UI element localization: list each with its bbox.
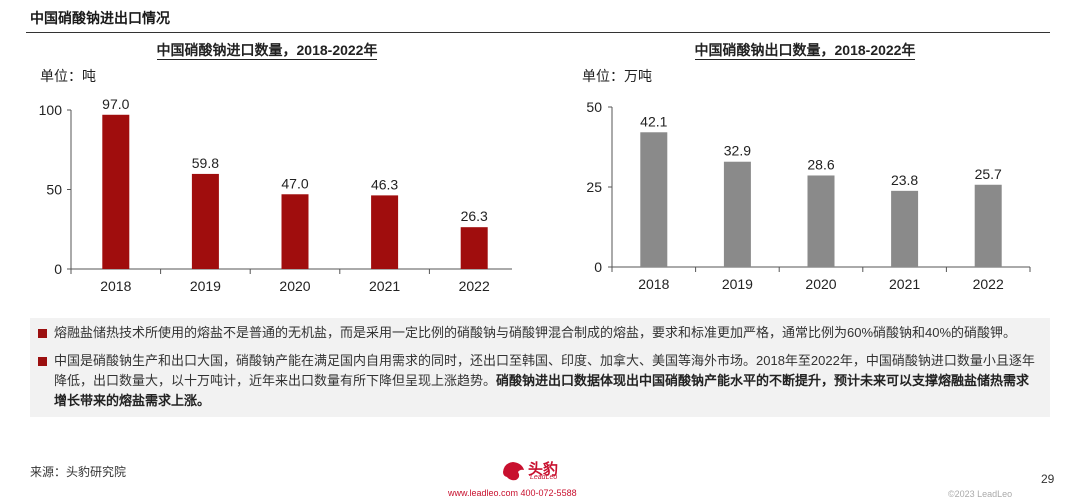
bullet-square-icon (38, 357, 47, 366)
export-bar (723, 161, 751, 267)
import-data-label: 47.0 (281, 175, 308, 191)
export-data-label: 32.9 (724, 143, 751, 159)
import-data-label: 59.8 (192, 155, 219, 171)
leopard-head-icon (503, 462, 524, 481)
export-chart-title-text: 中国硝酸钠出口数量，2018-2022年 (694, 42, 916, 60)
export-bar (640, 132, 668, 267)
export-y-tick-label: 0 (594, 259, 602, 275)
import-bar (371, 195, 399, 269)
export-chart-title: 中国硝酸钠出口数量，2018-2022年 (560, 40, 1050, 60)
section-title: 中国硝酸钠进出口情况 (30, 10, 170, 26)
import-data-label: 46.3 (371, 176, 398, 192)
page-number: 29 (1041, 472, 1055, 486)
export-y-tick-label: 50 (586, 99, 602, 115)
import-bar (191, 173, 219, 269)
import-x-tick-label: 2022 (459, 278, 490, 294)
footer-contact: www.leadleo.com 400-072-5588 (448, 488, 577, 498)
export-chart-svg: 0 25 50 42.1 2018 32.9 2019 28.6 2020 23.8 2021 25.… (586, 99, 1031, 292)
bullet-item: 熔融盐储热技术所使用的熔盐不是普通的无机盐，而是采用一定比例的硝酸钠与硝酸钾混合… (38, 323, 1042, 343)
export-data-label: 28.6 (807, 156, 834, 172)
logo-text: 头豹 (528, 461, 559, 478)
import-chart: 中国硝酸钠进口数量，2018-2022年 单位：吨 0 50 100 97.0 2018… (22, 38, 512, 308)
export-x-tick-label: 2019 (722, 276, 753, 292)
export-bar (974, 184, 1002, 267)
logo-sub: LeadLeo (530, 474, 558, 481)
source-note: 来源：头豹研究院 (30, 465, 127, 479)
export-y-tick-label: 25 (586, 179, 602, 195)
bullet-text: 熔融盐储热技术所使用的熔盐不是普通的无机盐，而是采用一定比例的硝酸钠与硝酸钾混合… (54, 325, 1017, 340)
import-bar (281, 194, 309, 269)
export-chart-unit: 单位：万吨 (582, 68, 652, 84)
import-x-tick-label: 2020 (279, 278, 310, 294)
import-chart-unit: 单位：吨 (40, 68, 96, 84)
import-chart-title-text: 中国硝酸钠进口数量，2018-2022年 (156, 42, 378, 60)
import-x-tick-label: 2021 (369, 278, 400, 294)
export-x-tick-label: 2020 (805, 276, 836, 292)
bullet-square-icon (38, 329, 47, 338)
import-chart-title: 中国硝酸钠进口数量，2018-2022年 (22, 40, 512, 60)
import-bar (102, 114, 130, 270)
export-bar (807, 175, 835, 267)
export-data-label: 25.7 (975, 166, 1002, 182)
import-bar (460, 227, 488, 269)
import-y-tick-label: 100 (39, 102, 63, 118)
leadleo-logo: 头豹 LeadLeo (500, 458, 570, 484)
copyright: ©2023 LeadLeo (948, 489, 1013, 499)
import-y-tick-label: 0 (54, 261, 62, 277)
import-x-tick-label: 2019 (190, 278, 221, 294)
bullet-bold-text: 硝酸钠进出口数据体现出中国硝酸钠产能水平的不断提升，预计未来可以支撑熔融盐储热需… (54, 373, 1030, 408)
export-bar (891, 190, 919, 267)
export-x-tick-label: 2021 (889, 276, 920, 292)
export-data-label: 42.1 (640, 113, 667, 129)
export-chart: 中国硝酸钠出口数量，2018-2022年 单位：万吨 0 25 50 42.1 2018… (560, 38, 1050, 308)
import-data-label: 26.3 (461, 208, 488, 224)
export-data-label: 23.8 (891, 172, 918, 188)
export-x-tick-label: 2018 (638, 276, 669, 292)
import-chart-svg: 0 50 100 97.0 2018 59.8 2019 47.0 2020 46.3 2021 26… (39, 96, 512, 294)
import-data-label: 97.0 (102, 96, 129, 112)
export-x-tick-label: 2022 (973, 276, 1004, 292)
bullet-text: 中国是硝酸钠生产和出口大国，硝酸钠产能在满足国内自用需求的同时，还出口至韩国、印… (54, 353, 1035, 388)
import-y-tick-label: 50 (46, 182, 62, 198)
bullet-item: 中国是硝酸钠生产和出口大国，硝酸钠产能在满足国内自用需求的同时，还出口至韩国、印… (38, 351, 1042, 411)
import-x-tick-label: 2018 (100, 278, 131, 294)
top-rule (26, 32, 1050, 33)
bullet-panel: 熔融盐储热技术所使用的熔盐不是普通的无机盐，而是采用一定比例的硝酸钠与硝酸钾混合… (30, 318, 1050, 417)
